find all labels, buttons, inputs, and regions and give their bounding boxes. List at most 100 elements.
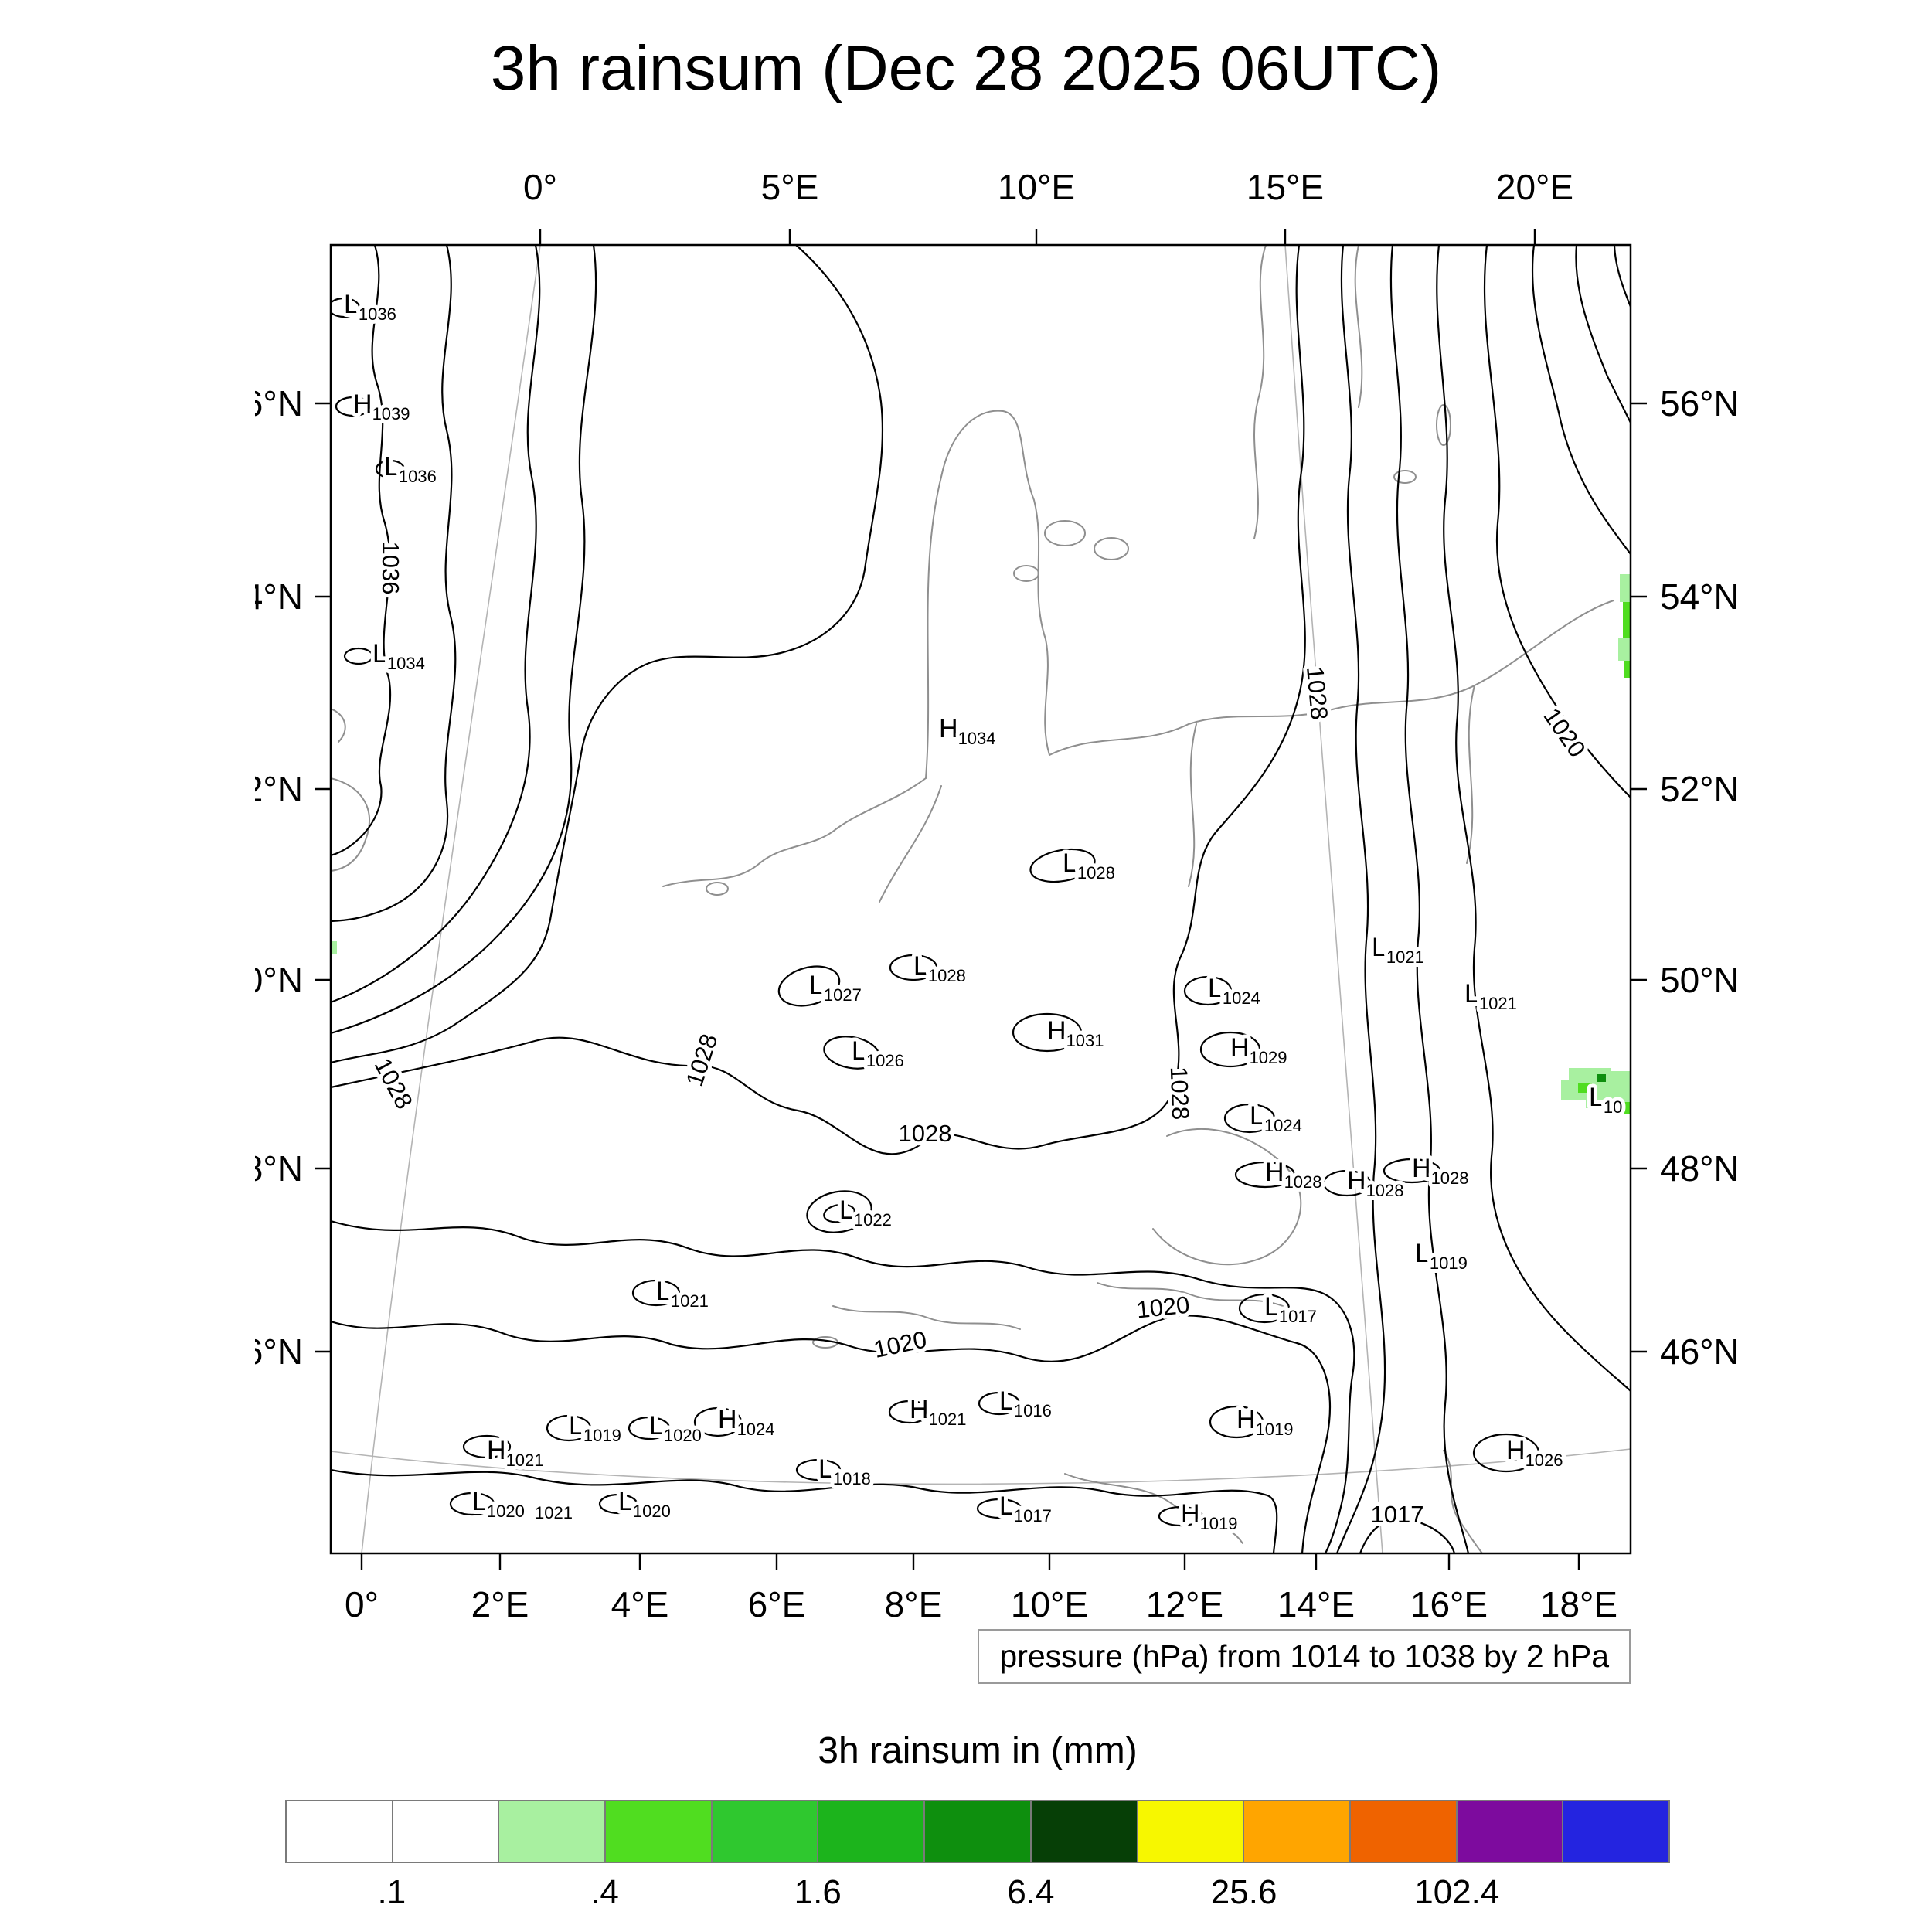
pressure-center-label: H1028	[1412, 1154, 1469, 1188]
weather-map: 0° 5°E 10°E 15°E 20°E 0° 2°E 4°E 6°E 8°E 10°E 12°E 1…	[255, 167, 1740, 1624]
lat-label-left: 48°N	[255, 1148, 303, 1189]
colorbar-segment	[391, 1801, 498, 1862]
pressure-center-label: L1020	[618, 1487, 671, 1521]
rain-patch	[1624, 661, 1631, 678]
pressure-center-label: H1026	[1506, 1436, 1563, 1470]
lon-label-top: 0°	[523, 167, 557, 207]
pressure-contours	[331, 245, 1631, 1553]
pressure-center-label: H1021	[487, 1436, 544, 1470]
lon-label-bottom: 8°E	[885, 1584, 943, 1624]
colorbar-segment	[817, 1801, 924, 1862]
rain-patch	[1586, 1097, 1609, 1108]
rain-shading-areas	[331, 574, 1631, 1114]
pressure-center-label: H1029	[1230, 1033, 1287, 1067]
lon-label-bottom: 10°E	[1011, 1584, 1088, 1624]
lat-label-right: 54°N	[1660, 577, 1740, 617]
pressure-center-label: L1024	[1250, 1101, 1302, 1135]
contour-value-label: 1028	[899, 1120, 952, 1147]
contour-value-label: 1028	[369, 1053, 418, 1113]
colorbar-segment	[604, 1801, 711, 1862]
pressure-center-label: L1021	[1372, 933, 1424, 967]
colorbar-segment	[1029, 1801, 1137, 1862]
lon-label-top: 20°E	[1496, 167, 1573, 207]
lat-label-right: 46°N	[1660, 1332, 1740, 1372]
page-title: 3h rainsum (Dec 28 2025 06UTC)	[490, 33, 1442, 104]
pressure-center-label: H1019	[1181, 1499, 1238, 1533]
pressure-center-label: L1017	[1264, 1292, 1317, 1326]
pressure-center-label: H1021	[910, 1395, 967, 1429]
contour-value-label: 1020	[871, 1325, 929, 1363]
rain-patch	[1615, 1102, 1631, 1114]
lat-label-left: 46°N	[255, 1332, 303, 1372]
contour-value-label: 1028	[1301, 665, 1333, 721]
pressure-center-label: L1018	[818, 1454, 871, 1488]
pressure-center-label: L1034	[372, 639, 425, 673]
pressure-center-label: L1020	[472, 1487, 525, 1521]
colorbar-segment	[287, 1801, 392, 1862]
colorbar-segment	[1455, 1801, 1563, 1862]
colorbar-segment	[1349, 1801, 1456, 1862]
pressure-center-label: L1028	[1063, 849, 1115, 883]
lon-label-top: 10°E	[998, 167, 1075, 207]
colorbar-segment	[710, 1801, 818, 1862]
contour-value-label: 1020	[1135, 1291, 1191, 1324]
pressure-center-label: L1020	[649, 1411, 702, 1445]
rain-patch	[1623, 602, 1631, 638]
pressure-center-label: L1026	[852, 1036, 904, 1070]
lon-label-bottom: 2°E	[471, 1584, 529, 1624]
pressure-center-label: L1016	[999, 1386, 1052, 1420]
graticule	[331, 245, 1631, 1553]
contour-value-label: 1036	[377, 542, 404, 595]
lon-label-bottom: 14°E	[1277, 1584, 1355, 1624]
colorbar-title: 3h rainsum in (mm)	[818, 1730, 1138, 1771]
colorbar-segment	[498, 1801, 605, 1862]
pressure-caption-text: pressure (hPa) from 1014 to 1038 by 2 hP…	[999, 1638, 1609, 1674]
colorbar-tick-label: 1.6	[794, 1873, 842, 1911]
map-labels: L1036 H1039 L1036 L1034 H1034 L1028 L1027 L1028…	[340, 286, 1626, 1537]
lat-label-right: 52°N	[1660, 769, 1740, 809]
pressure-center-label: H1034	[939, 714, 996, 748]
colorbar-segment	[1136, 1801, 1243, 1862]
pressure-caption-box: pressure (hPa) from 1014 to 1038 by 2 hP…	[978, 1629, 1631, 1684]
contour-value-label: 1028	[681, 1031, 723, 1090]
lon-label-bottom: 6°E	[748, 1584, 806, 1624]
contour-value-label: 1028	[1165, 1066, 1194, 1121]
pressure-center-label: H1028	[1347, 1166, 1404, 1200]
colorbar-segment	[923, 1801, 1030, 1862]
pressure-center-label: L1028	[913, 951, 966, 985]
pressure-center-label: L1021	[656, 1277, 709, 1311]
axes: 0° 5°E 10°E 15°E 20°E 0° 2°E 4°E 6°E 8°E 10°E 12°E 1…	[255, 167, 1740, 1624]
lon-label-bottom: 0°	[345, 1584, 379, 1624]
pressure-center-label: L1017	[999, 1492, 1052, 1526]
coastlines	[331, 245, 1614, 1553]
pressure-center-label: H1019	[1236, 1405, 1294, 1439]
rain-patch	[1597, 1074, 1606, 1082]
pressure-center-label: H1024	[718, 1405, 775, 1439]
pressure-center-label: L1022	[839, 1196, 892, 1230]
lon-label-bottom: 16°E	[1410, 1584, 1488, 1624]
lat-label-left: 52°N	[255, 769, 303, 809]
lon-label-bottom: 4°E	[611, 1584, 669, 1624]
lat-label-right: 56°N	[1660, 383, 1740, 423]
map-frame	[329, 243, 1632, 1555]
rain-patch	[331, 941, 337, 954]
rain-patch	[1618, 638, 1631, 661]
colorbar-segment	[1243, 1801, 1349, 1862]
pressure-center-label: L1027	[809, 971, 862, 1005]
pressure-center-label: L1024	[1208, 974, 1260, 1008]
lon-label-top: 5°E	[761, 167, 819, 207]
lat-label-left: 54°N	[255, 577, 303, 617]
pressure-center-label: 1021	[535, 1503, 573, 1522]
pressure-center-label: L1019	[1415, 1239, 1468, 1273]
lon-label-bottom: 18°E	[1540, 1584, 1617, 1624]
colorbar-tick-label: 102.4	[1414, 1873, 1500, 1911]
pressure-center-label: H1031	[1047, 1016, 1104, 1050]
colorbar-segment	[1562, 1801, 1668, 1862]
rain-patch	[1578, 1083, 1592, 1093]
rain-patch	[1620, 574, 1631, 602]
lat-label-left: 50°N	[255, 960, 303, 1000]
colorbar-tick-label: .4	[590, 1873, 619, 1911]
colorbar-tick-label: 25.6	[1210, 1873, 1277, 1911]
pressure-center-label: H1028	[1265, 1158, 1322, 1192]
